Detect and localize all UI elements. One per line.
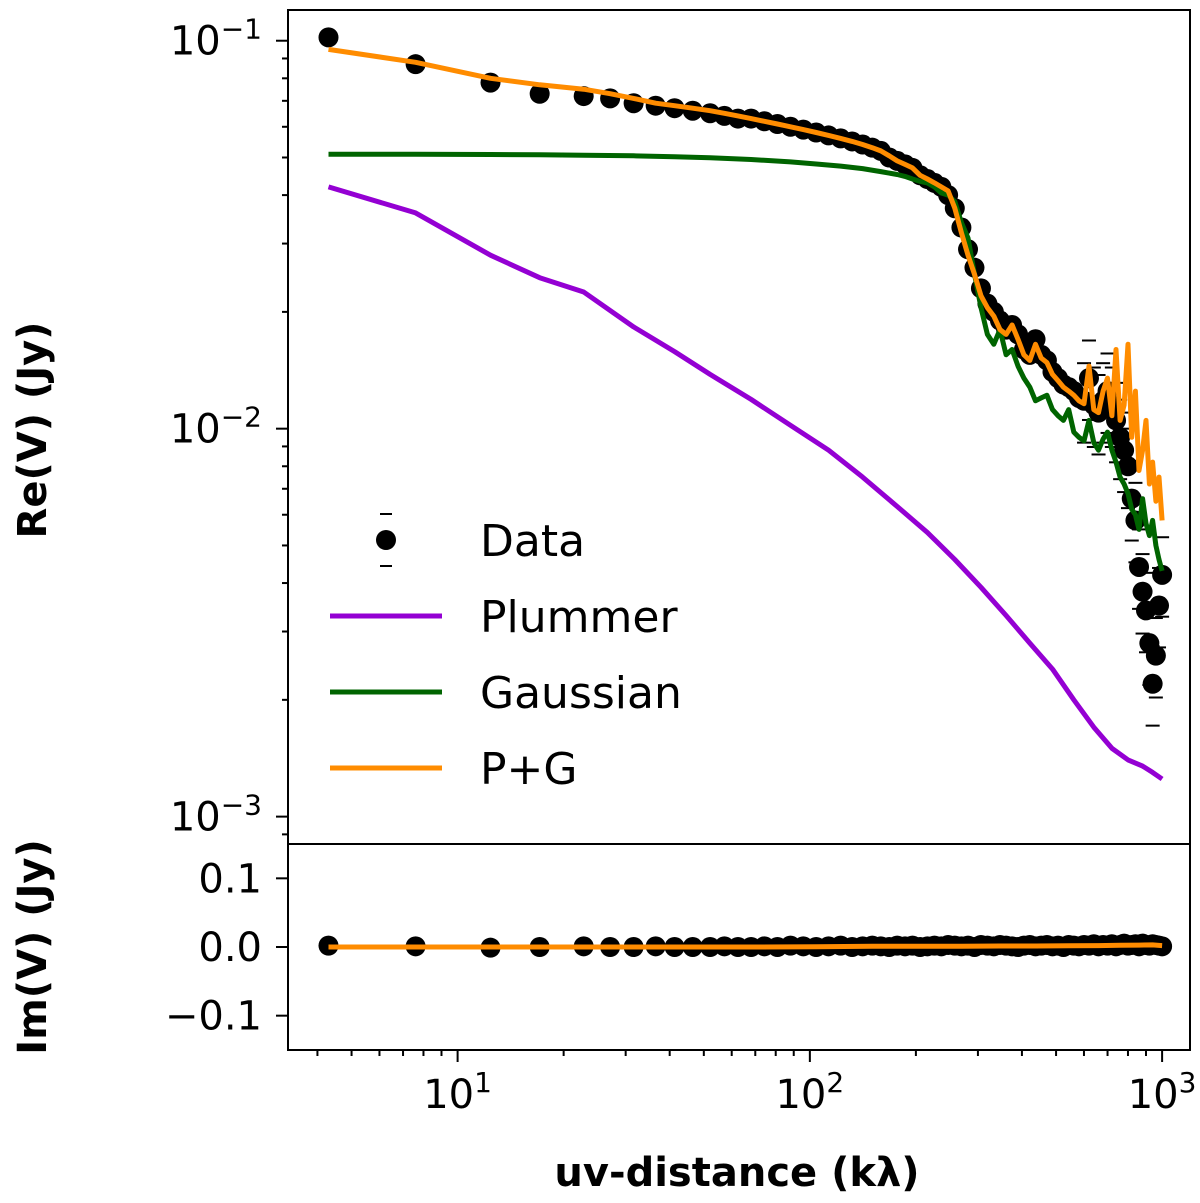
x-ticks: 101 102 103 bbox=[316, 1050, 1197, 1118]
data-point bbox=[1114, 440, 1135, 461]
series-line-plummer bbox=[327, 184, 1164, 782]
legend-label: P+G bbox=[480, 744, 578, 795]
data-point bbox=[1152, 564, 1173, 585]
data-point bbox=[1152, 936, 1173, 957]
data-point bbox=[1129, 556, 1150, 577]
re-y-ticks: 10−1 10−2 10−3 bbox=[170, 13, 288, 841]
legend-label: Plummer bbox=[480, 592, 678, 643]
y-tick-label: 0.0 bbox=[198, 925, 262, 971]
data-point bbox=[529, 83, 550, 104]
x-axis-label: uv-distance (kλ) bbox=[554, 1150, 919, 1196]
im-panel: 0.1 0.0 −0.1 101 102 103 bbox=[165, 843, 1197, 1118]
legend: Data Plummer Gaussian P+G bbox=[330, 513, 682, 795]
legend-marker-data bbox=[376, 530, 396, 550]
x-tick-label: 103 bbox=[1128, 1066, 1197, 1118]
data-point bbox=[318, 935, 339, 956]
data-point bbox=[1145, 645, 1166, 666]
im-y-ticks: 0.1 0.0 −0.1 bbox=[165, 856, 288, 1040]
re-panel: 10−1 10−2 10−3 Data Plummer Gaussian P+G bbox=[170, 9, 1191, 845]
x-tick-label: 102 bbox=[775, 1066, 844, 1118]
series-line-gaussian bbox=[328, 151, 1165, 572]
data-point bbox=[1025, 329, 1046, 350]
y-tick-label: 10−3 bbox=[170, 789, 262, 841]
data-point bbox=[1142, 673, 1163, 694]
data-point bbox=[1132, 581, 1153, 602]
re-plot-area bbox=[318, 27, 1173, 782]
im-y-axis-label: Im(V) (Jy) bbox=[10, 839, 56, 1055]
legend-label: Data bbox=[480, 516, 585, 567]
re-panel-frame bbox=[287, 9, 1191, 845]
legend-label: Gaussian bbox=[480, 668, 682, 719]
y-tick-label: 10−2 bbox=[170, 401, 262, 453]
y-tick-label: −0.1 bbox=[165, 994, 262, 1040]
re-y-axis-label: Re(V) (Jy) bbox=[10, 322, 56, 539]
x-tick-label: 101 bbox=[423, 1066, 492, 1118]
data-point bbox=[318, 27, 339, 48]
y-tick-label: 0.1 bbox=[198, 856, 262, 902]
y-tick-label: 10−1 bbox=[170, 13, 262, 65]
im-plot-area bbox=[318, 933, 1173, 958]
series-line-p-g bbox=[328, 46, 1165, 521]
data-point bbox=[1149, 595, 1170, 616]
series-line-p-g bbox=[328, 942, 1163, 950]
